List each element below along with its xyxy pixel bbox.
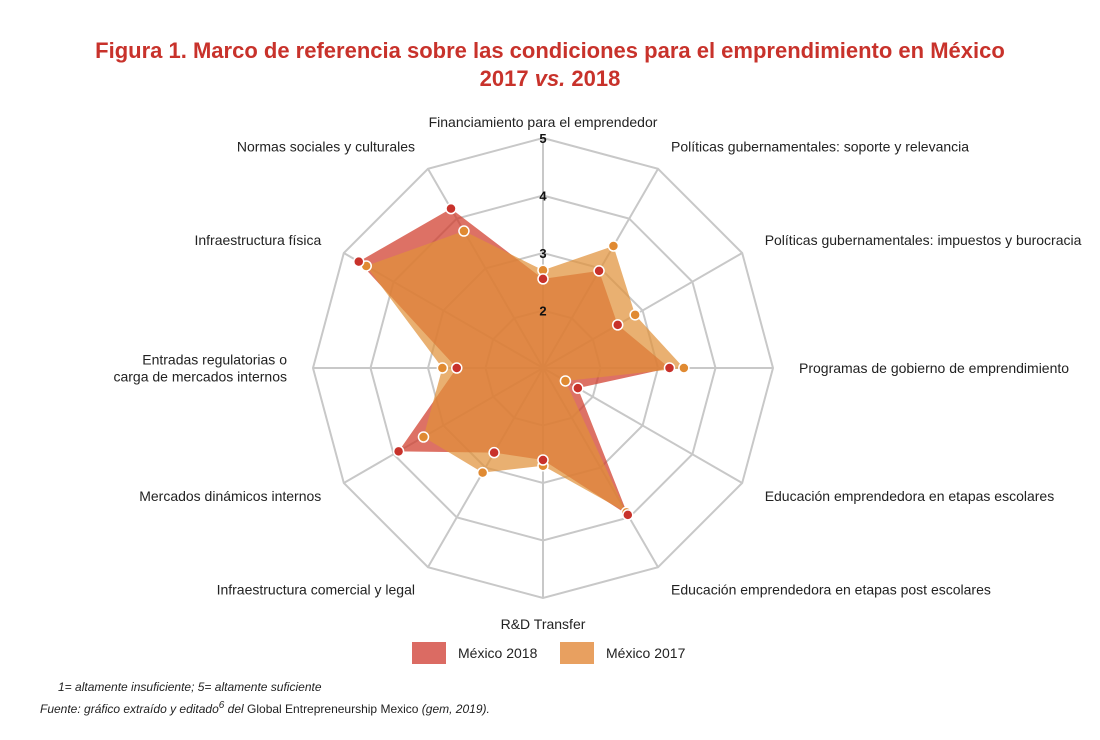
axis-label: Infraestructura comercial y legal	[217, 582, 415, 598]
data-points	[353, 202, 690, 521]
axis-label-line: carga de mercados internos	[113, 369, 287, 385]
source-name: Global Entrepreneurship Mexico	[247, 702, 419, 716]
axis-label: Políticas gubernamentales: impuestos y b…	[765, 232, 1082, 248]
axis-label: Educación emprendedora en etapas escolar…	[765, 488, 1055, 504]
axis-label-line: Educación emprendedora en etapas escolar…	[765, 488, 1055, 504]
axis-label-line: Mercados dinámicos internos	[139, 488, 321, 504]
data-point-2018	[622, 509, 634, 521]
data-point-2017	[417, 431, 430, 443]
tick-label-5: 5	[539, 131, 546, 146]
title-year-2017: 2017	[479, 66, 535, 91]
axis-label: R&D Transfer	[501, 616, 586, 632]
series-area-2017	[366, 231, 684, 513]
data-point-2018	[445, 202, 457, 215]
scale-note: 1= altamente insuficiente; 5= altamente …	[58, 680, 322, 694]
legend-label-2017: México 2017	[606, 645, 686, 661]
data-point-2017	[458, 225, 470, 237]
data-point-2018	[392, 445, 405, 458]
data-point-2018	[593, 265, 605, 277]
chart-title-line-2: 2017 vs. 2018	[0, 64, 1100, 94]
tick-label-2: 2	[539, 304, 546, 319]
axis-label-line: Financiamiento para el emprendedor	[429, 114, 658, 130]
data-point-2018	[537, 454, 549, 466]
data-point-2018	[537, 273, 549, 285]
axis-label-line: Educación emprendedora en etapas post es…	[671, 582, 991, 598]
axis-label-line: Infraestructura comercial y legal	[217, 582, 415, 598]
axis-label-line: Políticas gubernamentales: impuestos y b…	[765, 232, 1082, 248]
source-note: Fuente: gráfico extraído y editado6 del …	[40, 700, 490, 716]
data-point-2017	[629, 309, 641, 321]
axis-label: Normas sociales y culturales	[237, 138, 415, 154]
source-citation: (gem, 2019).	[418, 702, 490, 716]
series-mexico-2017	[366, 231, 684, 513]
title-vs: vs.	[534, 66, 566, 91]
axis-label: Educación emprendedora en etapas post es…	[671, 582, 991, 598]
tick-label-4: 4	[539, 189, 547, 204]
data-point-2017	[678, 362, 690, 374]
chart-title-line-1: Figura 1. Marco de referencia sobre las …	[95, 38, 1005, 63]
axis-labels: Financiamiento para el emprendedor Políti…	[113, 114, 1081, 632]
axis-label-line: Normas sociales y culturales	[237, 138, 415, 154]
data-point-2018	[451, 362, 463, 374]
data-point-2018	[611, 319, 624, 331]
source-footnote-mark: 6	[218, 700, 225, 711]
data-point-2018	[572, 382, 584, 394]
data-point-2018	[663, 362, 676, 374]
legend-swatch-2018	[412, 642, 446, 664]
legend-swatch-2017	[560, 642, 594, 664]
axis-label-line: Programas de gobierno de emprendimiento	[799, 360, 1069, 376]
data-point-2017	[559, 375, 572, 387]
data-point-2017	[436, 362, 449, 374]
tick-labels: 2 3 4 5	[539, 131, 547, 319]
axis-label: Programas de gobierno de emprendimiento	[799, 360, 1069, 376]
axis-label: Políticas gubernamentales: soporte y rel…	[671, 138, 969, 154]
source-prefix: Fuente: gráfico extraído y editado	[40, 702, 219, 716]
axis-label-line: Infraestructura física	[194, 232, 321, 248]
axis-label-line: Entradas regulatorias o	[142, 352, 287, 368]
axis-label: Financiamiento para el emprendedor	[429, 114, 658, 130]
axis-label: Infraestructura física	[194, 232, 321, 248]
tick-label-3: 3	[539, 246, 546, 261]
data-point-2017	[607, 240, 620, 252]
title-year-2018: 2018	[565, 66, 621, 91]
axis-label: Entradas regulatorias o carga de mercados…	[113, 352, 287, 385]
axis-label-line: R&D Transfer	[501, 616, 586, 632]
data-point-2018	[353, 255, 365, 268]
data-point-2017	[476, 466, 489, 479]
axis-label: Mercados dinámicos internos	[139, 488, 321, 504]
legend-label-2018: México 2018	[458, 645, 538, 661]
data-point-2018	[488, 446, 500, 459]
axis-label-line: Políticas gubernamentales: soporte y rel…	[671, 138, 969, 154]
source-del: del	[224, 702, 248, 716]
